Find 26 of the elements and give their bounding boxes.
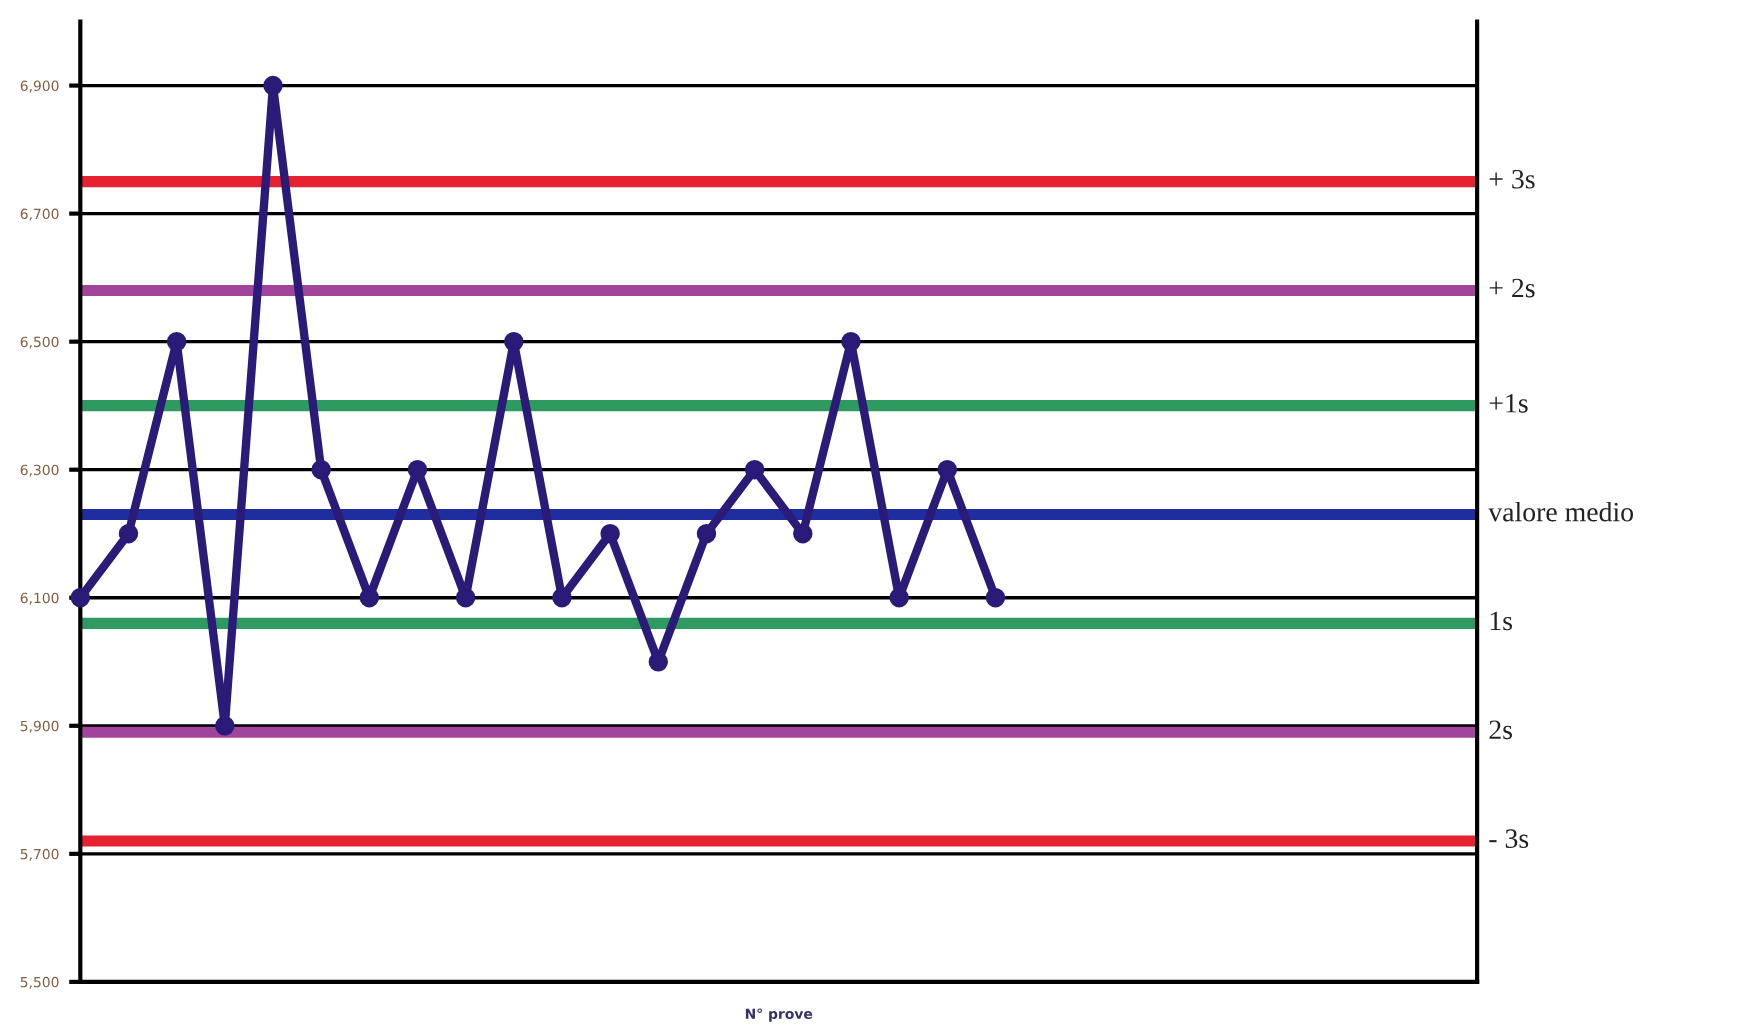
point (359, 588, 380, 608)
point (552, 588, 572, 608)
ref-line-label: + 2s (1489, 278, 1535, 298)
ref-line-label: 1s (1490, 611, 1512, 631)
point (937, 459, 958, 480)
point (841, 331, 861, 352)
ref-line-label: - 3s (1489, 829, 1529, 848)
ref-line-label: + 3s (1489, 169, 1535, 189)
point (407, 459, 428, 480)
point (648, 652, 669, 672)
point (215, 716, 235, 736)
point (504, 331, 524, 352)
point (793, 524, 813, 544)
point (263, 75, 283, 96)
point (166, 331, 187, 352)
point (311, 459, 331, 480)
point (985, 588, 1006, 608)
point (744, 459, 765, 480)
point (600, 524, 620, 544)
point (455, 588, 476, 608)
point (118, 524, 139, 544)
point (696, 524, 717, 544)
ref-line-label: valore medio (1488, 501, 1634, 522)
ref-line-label: +1s (1489, 394, 1528, 413)
point (889, 588, 909, 608)
ref-line-label: 2s (1489, 720, 1512, 740)
